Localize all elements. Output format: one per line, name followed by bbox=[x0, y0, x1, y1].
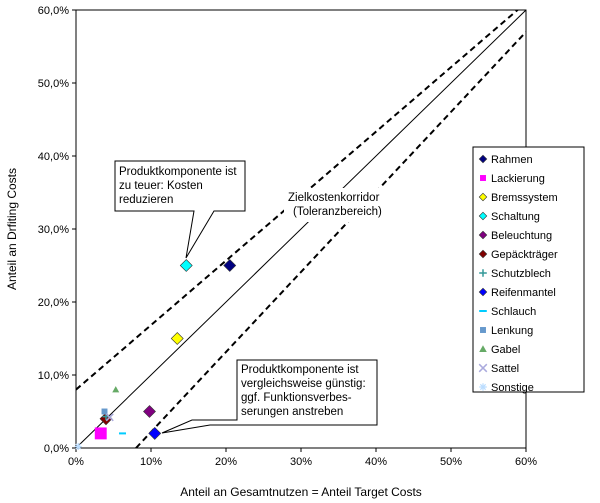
x-tick-label: 20% bbox=[215, 456, 237, 468]
legend-marker-bremssystem bbox=[478, 192, 488, 202]
annotation-teuer: Produktkomponente ist zu teuer: Kosten r… bbox=[114, 160, 246, 259]
legend-box bbox=[472, 146, 585, 393]
legend-marker-sonstige bbox=[479, 383, 487, 391]
annotation-teuer-line-1: Produktkomponente ist bbox=[119, 166, 237, 178]
x-tick-label: 50% bbox=[440, 456, 462, 468]
legend-marker-reifenmantel bbox=[478, 287, 488, 297]
legend-label-gabel: Gabel bbox=[491, 344, 520, 356]
y-tick-label: 10,0% bbox=[38, 370, 69, 382]
lower-corridor-line bbox=[135, 31, 526, 448]
x-tick-label: 30% bbox=[290, 456, 312, 468]
legend-label-rahmen: Rahmen bbox=[491, 154, 533, 166]
point-rahmen bbox=[223, 259, 237, 272]
y-tick-label: 0,0% bbox=[44, 443, 69, 455]
annotation-teuer-line-3: reduzieren bbox=[119, 194, 173, 206]
y-tick-label: 30,0% bbox=[38, 224, 69, 236]
legend-marker-rahmen bbox=[478, 154, 488, 164]
legend-label-sonstige: Sonstige bbox=[491, 382, 534, 394]
x-tick-label: 40% bbox=[365, 456, 387, 468]
callout-box-guenstig bbox=[161, 359, 378, 434]
legend-marker-gepaecktraeger bbox=[478, 249, 488, 259]
point-lackierung bbox=[94, 427, 107, 440]
axis-ticks: 0% 10% 20% 30% 40% 50% 60% 0,0% 10,0% 20,0% 30,0% 4… bbox=[38, 5, 537, 468]
legend-marker-schaltung bbox=[478, 211, 488, 221]
legend-label-beleuchtung: Beleuchtung bbox=[491, 230, 552, 242]
legend-marker-schutzblech bbox=[479, 269, 487, 277]
point-gabel bbox=[112, 386, 120, 393]
x-tick-label: 10% bbox=[140, 456, 162, 468]
diagonal-line bbox=[76, 10, 526, 448]
annotation-guenstig-line-4: serungen anstreben bbox=[241, 406, 343, 418]
x-tick-label: 60% bbox=[515, 456, 537, 468]
legend-label-bremssystem: Bremssystem bbox=[491, 192, 558, 204]
point-bremssystem bbox=[170, 332, 184, 345]
point-reifenmantel bbox=[148, 426, 162, 440]
legend-marker-sattel bbox=[478, 363, 488, 373]
annotation-korridor: Zielkostenkorridor (Toleranzbereich) bbox=[284, 188, 388, 222]
x-tick-label: 0% bbox=[68, 456, 84, 468]
y-tick-label: 50,0% bbox=[38, 78, 69, 90]
callout-box-korridor bbox=[284, 188, 388, 222]
y-tick-label: 20,0% bbox=[38, 297, 69, 309]
x-axis-title: Anteil an Gesamtnutzen = Anteil Target C… bbox=[180, 485, 422, 499]
legend-label-schutzblech: Schutzblech bbox=[491, 268, 551, 280]
reference-lines bbox=[76, 10, 526, 448]
y-tick-label: 40,0% bbox=[38, 151, 69, 163]
upper-corridor-line bbox=[76, 10, 520, 391]
point-beleuchtung bbox=[143, 405, 156, 418]
legend-label-sattel: Sattel bbox=[491, 363, 519, 375]
legend-marker-lackierung bbox=[480, 175, 486, 181]
point-schaltung bbox=[179, 259, 193, 272]
point-lenkung bbox=[101, 408, 108, 415]
annotation-korridor-line-2: (Toleranzbereich) bbox=[293, 206, 382, 218]
legend-marker-beleuchtung bbox=[478, 230, 488, 240]
annotation-guenstig-line-1: Produktkomponente ist bbox=[241, 364, 359, 376]
data-points bbox=[74, 259, 237, 451]
y-axis-title: Anteil an Drfiting Costs bbox=[5, 168, 19, 290]
annotation-guenstig-line-2: vergleichsweise günstig: bbox=[241, 378, 366, 390]
legend-label-gepaecktraeger: Gepäckträger bbox=[491, 249, 558, 261]
legend-marker-gabel bbox=[479, 345, 487, 353]
legend-label-schaltung: Schaltung bbox=[491, 211, 540, 223]
annotation-guenstig-line-3: ggf. Funktionsverbes- bbox=[241, 392, 352, 404]
legend: Rahmen Lackierung Bremssystem Schaltung Bele… bbox=[472, 146, 585, 394]
legend-marker-lenkung bbox=[480, 327, 486, 333]
legend-label-lenkung: Lenkung bbox=[491, 325, 533, 337]
callout-box-teuer bbox=[114, 160, 246, 259]
annotation-korridor-line-1: Zielkostenkorridor bbox=[288, 192, 380, 204]
annotation-guenstig: Produktkomponente ist vergleichsweise gü… bbox=[161, 359, 378, 434]
annotation-teuer-line-2: zu teuer: Kosten bbox=[119, 180, 203, 192]
legend-label-schlauch: Schlauch bbox=[491, 306, 536, 318]
point-sattel bbox=[105, 413, 114, 422]
y-tick-label: 60,0% bbox=[38, 5, 69, 17]
legend-label-lackierung: Lackierung bbox=[491, 173, 545, 185]
legend-label-reifenmantel: Reifenmantel bbox=[491, 287, 556, 299]
point-sonstige bbox=[74, 443, 82, 451]
